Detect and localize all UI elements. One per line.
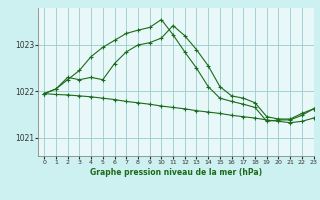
X-axis label: Graphe pression niveau de la mer (hPa): Graphe pression niveau de la mer (hPa) — [90, 168, 262, 177]
